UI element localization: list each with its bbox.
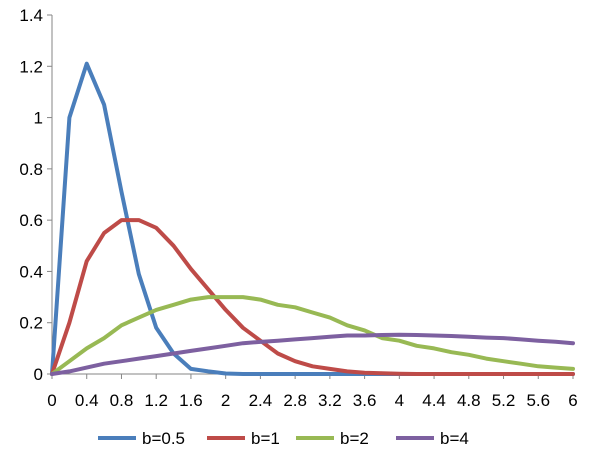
- y-tick-labels: 0 0.2 0.4 0.6 0.8 1 1.2 1.4: [19, 6, 52, 384]
- x-tick-label: 2: [221, 391, 230, 410]
- y-tick-label: 0.8: [19, 160, 43, 179]
- y-tick-label: 0: [34, 365, 43, 384]
- x-tick-label: 2.8: [283, 391, 307, 410]
- x-tick-label: 6: [568, 391, 577, 410]
- x-tick-label: 4.8: [457, 391, 481, 410]
- legend-label: b=4: [440, 429, 469, 448]
- legend-label: b=2: [340, 429, 369, 448]
- x-tick-label: 0.4: [75, 391, 99, 410]
- x-tick-label: 0: [47, 391, 56, 410]
- series-line-b=1: [50, 218, 575, 376]
- x-tick-label: 3.2: [318, 391, 342, 410]
- x-tick-label: 1.2: [144, 391, 168, 410]
- legend-label: b=1: [251, 429, 280, 448]
- x-tick-label: 4: [395, 391, 404, 410]
- y-tick-label: 1.2: [19, 57, 43, 76]
- x-tick-label: 0.8: [110, 391, 134, 410]
- x-tick-label: 4.4: [422, 391, 446, 410]
- x-tick-label: 3.6: [353, 391, 377, 410]
- series-lines: [50, 61, 575, 376]
- x-tick-labels: 0 0.4 0.8 1.2 1.6 2 2.4 2.8 3.2 3.6 4 4.4 4.8 5.2 5.6 6: [47, 374, 578, 410]
- series-line-b=2: [50, 295, 575, 376]
- x-tick-label: 1.6: [179, 391, 203, 410]
- x-tick-label: 5.2: [492, 391, 516, 410]
- y-tick-label: 1: [34, 109, 43, 128]
- y-tick-label: 0.6: [19, 211, 43, 230]
- legend-label: b=0.5: [142, 429, 185, 448]
- y-tick-label: 0.2: [19, 314, 43, 333]
- x-tick-label: 2.4: [249, 391, 273, 410]
- legend: b=0.5 b=1 b=2 b=4: [98, 429, 469, 448]
- x-tick-label: 5.6: [526, 391, 550, 410]
- series-line-b=4: [50, 332, 575, 376]
- y-tick-label: 1.4: [19, 6, 43, 25]
- y-tick-label: 0.4: [19, 262, 43, 281]
